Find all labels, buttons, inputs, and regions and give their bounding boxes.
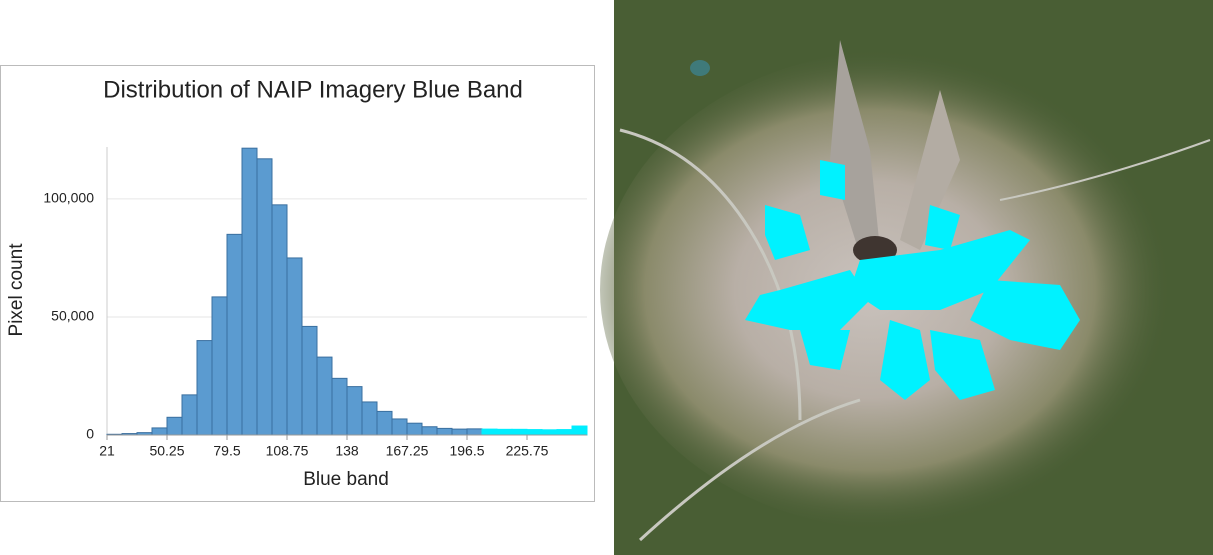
y-axis-label: Pixel count [6,243,27,337]
histogram-bar [436,427,453,436]
histogram-bar [181,394,198,436]
histogram-bar [571,425,588,436]
chart-title: Distribution of NAIP Imagery Blue Band [103,76,523,103]
histogram-bar [556,429,573,436]
histogram-bar [406,422,423,436]
histogram-bar [331,377,348,436]
x-tick-label: 167.25 [386,443,429,459]
plot: 0 50,000 100,000 21 50.25 79.5 108.75 138 167.25… [43,147,588,459]
histogram-bar [376,410,393,436]
histogram-bar [361,401,378,436]
x-tick-label: 138 [335,443,359,459]
histogram-bar [391,418,408,436]
histogram-bar [316,356,333,436]
histogram-bar [526,429,543,436]
histogram-bar [301,325,318,436]
x-tick-label: 21 [99,443,115,459]
x-axis-label: Blue band [303,469,389,490]
x-tick-label: 79.5 [213,443,240,459]
histogram-bar [271,204,288,436]
histogram-bar [541,429,558,436]
x-tick-label: 108.75 [266,443,309,459]
x-tick-label: 50.25 [149,443,184,459]
histogram-bar [151,427,168,436]
histogram-bar [421,426,438,436]
histogram-bar [346,386,363,436]
x-tick-label: 225.75 [506,443,549,459]
y-tick-label: 50,000 [51,308,94,324]
histogram-bar [166,416,183,436]
histogram-bar [211,296,228,436]
histogram-bar [511,428,528,436]
histogram-bar [196,340,213,436]
histogram-bar [481,428,498,436]
y-tick-label: 100,000 [43,190,94,206]
map-image [600,0,1213,555]
histogram-bar [286,257,303,436]
y-tick-label: 0 [86,426,94,442]
x-tick-label: 196.5 [449,443,484,459]
histogram-bar [241,147,258,436]
histogram-bar [496,428,513,436]
histogram-bar [466,428,483,436]
histogram-bar [226,233,243,436]
histogram-bar [451,428,468,436]
histogram-bar [256,158,273,436]
